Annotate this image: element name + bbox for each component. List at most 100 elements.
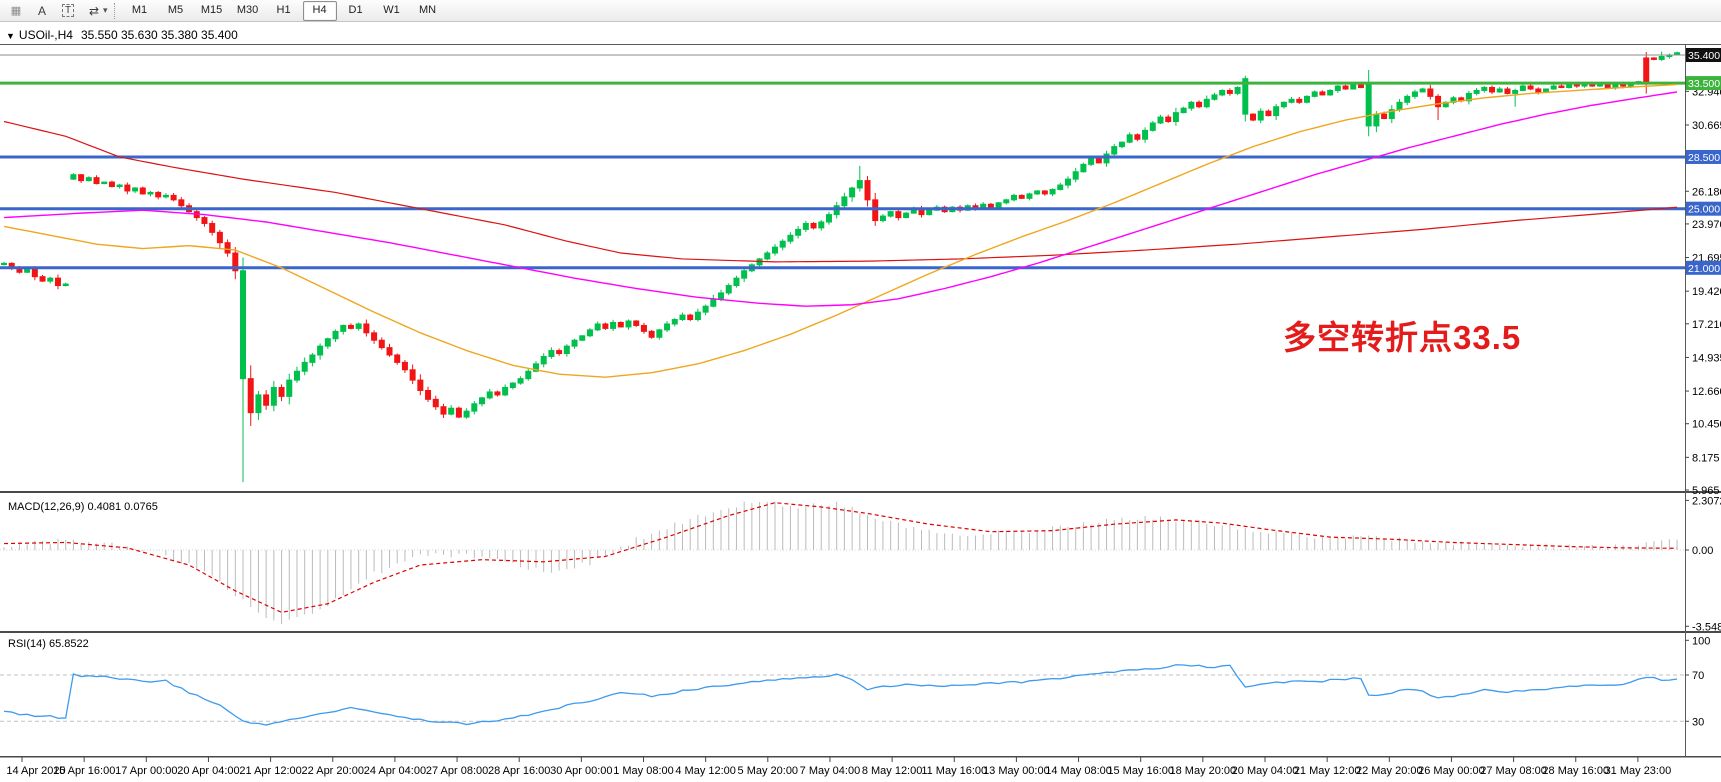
candle-body (409, 369, 416, 381)
candle-body (216, 231, 223, 244)
candle-body (332, 330, 339, 340)
price-badge (1686, 260, 1721, 275)
candle-body (694, 311, 701, 321)
candle-body (725, 285, 732, 294)
candle-body (124, 184, 131, 192)
candle-body (101, 181, 108, 185)
candle-body (802, 222, 809, 230)
candle-body (563, 345, 570, 355)
chart-collapse-icon[interactable]: ▼ (6, 31, 15, 41)
price-tick-label: 12.660 (1692, 386, 1721, 398)
price-tick-label: 26.180 (1692, 186, 1721, 198)
candle-body (1296, 98, 1303, 103)
candle-body (1496, 88, 1503, 93)
candle-body (1026, 193, 1033, 199)
pane-separator (0, 756, 1721, 758)
candle-body (1489, 87, 1496, 93)
candle-body (502, 387, 509, 396)
timeframe-button-mn[interactable]: MN (418, 3, 437, 16)
candle-body (31, 268, 38, 278)
candle-body (1172, 112, 1179, 123)
candle-body (85, 177, 92, 182)
dropdown-caret-icon[interactable]: ▾ (103, 5, 108, 15)
candle-body (417, 379, 424, 391)
timeframe-button-m5[interactable]: M5 (167, 3, 184, 16)
candle-body (1219, 89, 1226, 96)
time-tick-label: 28 Apr 16:00 (488, 765, 550, 777)
candle-body (1550, 85, 1557, 90)
time-tick-label: 4 May 12:00 (675, 765, 736, 777)
candle-body (394, 354, 401, 363)
timeframe-button-w1[interactable]: W1 (383, 3, 400, 16)
candle-body (586, 329, 593, 337)
timeframe-button-h4[interactable]: H4 (302, 0, 337, 21)
candle-body (47, 277, 54, 282)
cycle-symbols-icon[interactable]: ⇄ (88, 3, 100, 18)
candle-body (170, 194, 177, 201)
candle-body (1504, 88, 1511, 94)
candle-body (1381, 113, 1388, 120)
ma-magenta-line (3, 91, 1678, 307)
candle-body (162, 194, 169, 198)
candle-body (1188, 101, 1195, 109)
candle-body (209, 222, 216, 233)
pane-separator[interactable] (0, 631, 1721, 633)
price-badge-label: 28.500 (1688, 152, 1720, 164)
price-tick-label: 21.695 (1692, 253, 1721, 265)
candle-body (1034, 190, 1041, 195)
time-tick-label: 21 Apr 12:00 (239, 765, 301, 777)
candle-body (1388, 109, 1395, 120)
candle-body (255, 394, 262, 414)
timeframe-button-m15[interactable]: M15 (200, 3, 223, 16)
candle-body (1226, 89, 1233, 94)
candle-body (132, 187, 139, 192)
text-label-icon[interactable]: T (56, 1, 80, 21)
time-tick-label: 22 May 20:00 (1356, 765, 1423, 777)
candle-body (1327, 89, 1334, 96)
candle-body (139, 187, 146, 195)
candle-body (617, 321, 624, 328)
time-tick-label: 15 Apr 16:00 (53, 765, 115, 777)
price-badge-label: 25.000 (1688, 204, 1720, 216)
annotation-text: 多空转折点33.5 (1283, 319, 1522, 356)
time-tick-label: 11 May 16:00 (921, 765, 987, 777)
price-tick-label: 10.450 (1692, 419, 1721, 431)
timeframe-button-m30[interactable]: M30 (236, 3, 259, 16)
candle-body (278, 387, 285, 397)
candle-body (548, 350, 555, 357)
candle-body (340, 324, 347, 332)
candle-body (610, 321, 617, 329)
candle-body (201, 217, 208, 224)
candle-body (1658, 55, 1665, 60)
candle-body (1149, 122, 1156, 131)
candle-body (1057, 184, 1064, 190)
candle-body (78, 174, 85, 182)
timeframe-button-d1[interactable]: D1 (348, 3, 363, 16)
candle-body (355, 323, 362, 329)
timeframe-button-m1[interactable]: M1 (131, 3, 148, 16)
text-annotation-icon[interactable]: A (37, 3, 46, 18)
candle-body (825, 214, 832, 223)
candle-body (471, 403, 478, 412)
macd-axis-label: 2.3072 (1692, 495, 1721, 507)
time-tick-label: 13 May 00:00 (983, 765, 1050, 777)
pane-separator[interactable] (0, 491, 1721, 493)
candle-body (1064, 178, 1071, 186)
candle-body (1142, 129, 1149, 140)
price-tick-label: 14.935 (1692, 352, 1721, 364)
candle-body (93, 177, 100, 185)
candle-body (903, 212, 910, 219)
candle-body (509, 382, 516, 389)
candle-body (1049, 188, 1056, 195)
candle-body (1250, 113, 1257, 121)
candle-body (879, 215, 886, 222)
candle-body (286, 379, 293, 397)
candle-body (556, 350, 563, 355)
candle-body (301, 361, 308, 372)
candle-body (317, 345, 324, 356)
chart-canvas[interactable]: MACD(12,26,9) 0.4081 0.0765 RSI(14) 65.85… (0, 22, 1721, 782)
time-tick-label: 15 May 16:00 (1107, 765, 1174, 777)
candle-body (24, 268, 31, 273)
candle-body (479, 397, 486, 405)
timeframe-button-h1[interactable]: H1 (276, 3, 291, 16)
